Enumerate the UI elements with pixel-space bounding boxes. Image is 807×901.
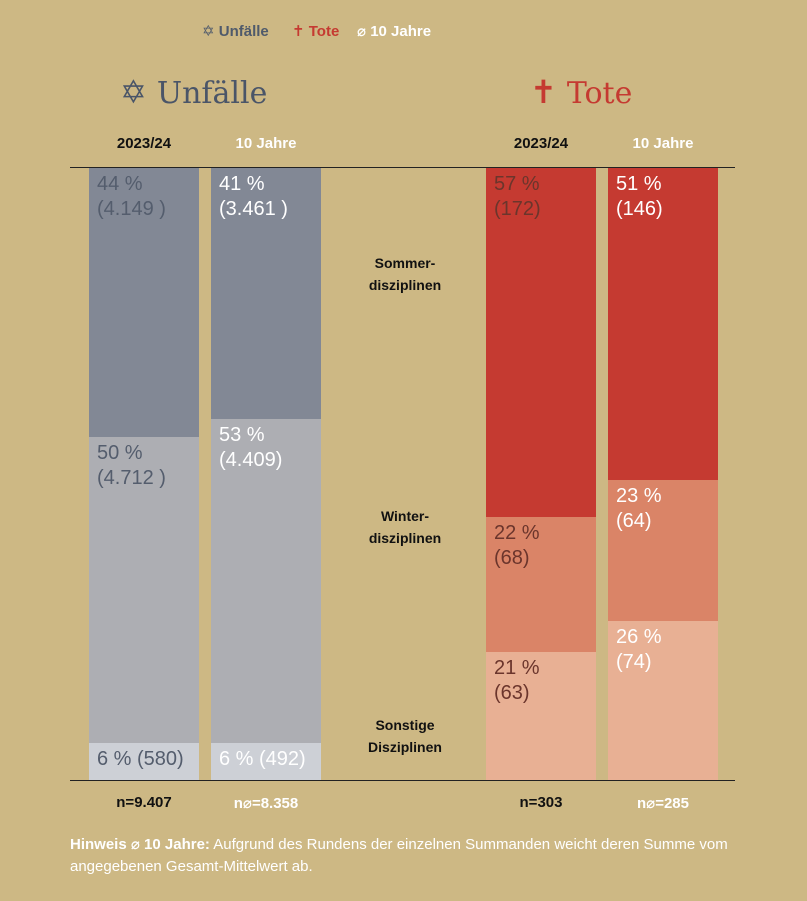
- data-label-line: (63): [494, 682, 530, 704]
- category-label-summer: Sommer- disziplinen: [340, 252, 470, 296]
- bar-segment-unfaelle-10y-other: [211, 743, 321, 780]
- category-other-line2: Disziplinen: [368, 739, 442, 755]
- bar-segment-unfaelle-2023-winter: [89, 437, 199, 743]
- data-label-line: 51 %: [616, 173, 662, 195]
- data-label-line: 6 % (580): [97, 748, 184, 770]
- n-label-unfaelle-10y: n⌀=8.358: [233, 795, 299, 812]
- column-header-tote-2023: 2023/24: [513, 135, 569, 152]
- bottom-rule: [70, 780, 735, 781]
- data-label-tote-2023-winter: 22 % (68): [494, 521, 540, 571]
- footnote-bold: Hinweis ⌀ 10 Jahre:: [70, 836, 210, 853]
- legend-label-average: 10 Jahre: [370, 23, 432, 40]
- cross-icon: ✝: [292, 23, 305, 40]
- category-label-other: Sonstige Disziplinen: [340, 714, 470, 758]
- diameter-icon: ⌀: [357, 23, 367, 40]
- data-label-line: (4.409): [219, 449, 283, 471]
- n-label-unfaelle-2023: n=9.407: [116, 794, 172, 811]
- data-label-unfaelle-2023-other: 6 % (580): [97, 747, 184, 772]
- data-label-line: (64): [616, 510, 652, 532]
- n-label-tote-2023: n=303: [519, 794, 563, 811]
- bar-segment-unfaelle-10y-summer: [211, 168, 321, 419]
- top-rule: [70, 167, 735, 168]
- data-label-line: 26 %: [616, 626, 662, 648]
- n-label-tote-10y: n⌀=285: [637, 795, 689, 812]
- data-label-tote-2023-other: 21 % (63): [494, 656, 540, 706]
- data-label-line: (172): [494, 198, 541, 220]
- column-header-tote-10y: 10 Jahre: [632, 135, 694, 152]
- data-label-line: (74): [616, 651, 652, 673]
- data-label-line: 21 %: [494, 657, 540, 679]
- star-of-david-icon: ✡: [202, 23, 215, 40]
- data-label-tote-10y-winter: 23 % (64): [616, 484, 662, 534]
- data-label-line: 22 %: [494, 522, 540, 544]
- data-label-line: (4.712 ): [97, 467, 166, 489]
- category-winter-line1: Winter-: [380, 508, 430, 524]
- data-label-unfaelle-10y-other: 6 % (492): [219, 747, 306, 772]
- data-label-line: 53 %: [219, 424, 265, 446]
- data-label-unfaelle-2023-winter: 50 % (4.712 ): [97, 441, 166, 491]
- data-label-tote-10y-summer: 51 % (146): [616, 172, 663, 222]
- category-summer-line1: Sommer-: [374, 255, 436, 271]
- category-label-winter: Winter- disziplinen: [340, 505, 470, 549]
- data-label-line: 50 %: [97, 442, 143, 464]
- legend-item-average: ⌀ 10 Jahre: [357, 22, 431, 40]
- data-label-line: (68): [494, 547, 530, 569]
- data-label-line: (4.149 ): [97, 198, 166, 220]
- legend-item-tote: ✝ Tote: [292, 22, 339, 40]
- category-other-line1: Sonstige: [375, 717, 435, 733]
- bar-segment-tote-2023-winter: [486, 517, 596, 652]
- data-label-unfaelle-10y-summer: 41 % (3.461 ): [219, 172, 288, 222]
- heading-unfaelle-label: Unfälle: [156, 76, 268, 111]
- bar-segment-tote-2023-summer: [486, 168, 596, 517]
- footnote-text: Aufgrund des Rundens der einzelnen Summa…: [70, 836, 728, 875]
- cross-icon: ✝: [530, 73, 557, 111]
- heading-unfaelle: ✡ Unfälle: [120, 70, 267, 114]
- bar-segment-tote-2023-other: [486, 652, 596, 780]
- data-label-tote-10y-other: 26 % (74): [616, 625, 662, 675]
- heading-tote: ✝ Tote: [530, 70, 632, 114]
- data-label-line: (146): [616, 198, 663, 220]
- star-of-david-icon: ✡: [120, 73, 147, 111]
- bar-segment-unfaelle-2023-summer: [89, 168, 199, 437]
- data-label-line: 44 %: [97, 173, 143, 195]
- data-label-unfaelle-2023-summer: 44 % (4.149 ): [97, 172, 166, 222]
- footnote: Hinweis ⌀ 10 Jahre: Aufgrund des Rundens…: [70, 834, 750, 878]
- bar-segment-unfaelle-2023-other: [89, 743, 199, 780]
- data-label-unfaelle-10y-winter: 53 % (4.409): [219, 423, 282, 473]
- bar-segment-tote-10y-winter: [608, 480, 718, 621]
- bar-segment-unfaelle-10y-winter: [211, 419, 321, 743]
- data-label-tote-2023-summer: 57 % (172): [494, 172, 541, 222]
- bar-segment-tote-10y-other: [608, 621, 718, 780]
- category-winter-line2: disziplinen: [368, 530, 442, 546]
- column-header-unfaelle-2023: 2023/24: [116, 135, 172, 152]
- column-header-unfaelle-10y: 10 Jahre: [235, 135, 297, 152]
- heading-tote-label: Tote: [566, 76, 633, 111]
- data-label-line: 23 %: [616, 485, 662, 507]
- legend: ✡ Unfälle ✝ Tote ⌀ 10 Jahre: [0, 20, 807, 42]
- data-label-line: (3.461 ): [219, 198, 288, 220]
- data-label-line: 6 % (492): [219, 748, 306, 770]
- category-summer-line2: disziplinen: [368, 277, 442, 293]
- bar-segment-tote-10y-summer: [608, 168, 718, 480]
- data-label-line: 41 %: [219, 173, 265, 195]
- legend-label-unfaelle: Unfälle: [218, 23, 269, 40]
- legend-item-unfaelle: ✡ Unfälle: [202, 22, 269, 40]
- legend-label-tote: Tote: [308, 23, 340, 40]
- data-label-line: 57 %: [494, 173, 540, 195]
